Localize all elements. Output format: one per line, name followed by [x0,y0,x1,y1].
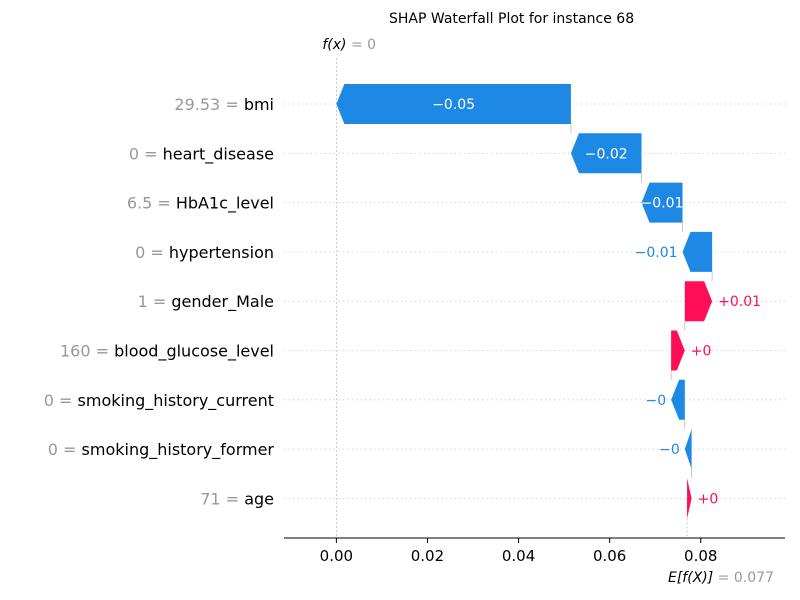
reference-lines [335,58,713,538]
feature-value: 0 = [44,391,78,410]
fx-label: f(x) = 0 [322,37,376,53]
bar-label-heart_disease: −0.02 [585,146,628,162]
feature-label-HbA1c_level: 6.5 = HbA1c_level [127,194,274,214]
feature-value: 71 = [200,489,244,508]
feature-value: 0 = [48,440,82,459]
feature-value: 1 = [138,292,172,311]
bar-label-blood_glucose_level: +0 [691,344,712,360]
x-axis: 0.00 0.02 0.04 0.06 0.08 E[f(X)] = 0.077 [284,537,785,586]
feature-label-age: 71 = age [200,489,274,508]
base-label-name: E[f(X)] [668,570,713,586]
bar-label-hypertension: −0.01 [635,245,678,261]
x-tick-label: 0.06 [593,547,626,565]
chart-title-text: SHAP Waterfall Plot for instance 68 [389,11,635,27]
feature-name: smoking_history_former [82,440,275,460]
feature-label-blood_glucose_level: 160 = blood_glucose_level [60,342,274,362]
feature-value: 0 = [129,144,163,163]
x-tick-label: 0.00 [320,547,353,565]
bar-heart_disease [570,133,642,174]
bar-blood_glucose_level [671,330,685,371]
feature-label-bmi: 29.53 = bmi [174,95,274,114]
bar-gender_Male [684,281,713,322]
bar-label-smoking_history_current: −0 [645,393,666,409]
feature-value: 29.53 = [174,95,243,114]
base-value-label: E[f(X)] = 0.077 [668,570,774,586]
feature-name: gender_Male [171,292,274,312]
bar-smoking_history_former [684,429,692,470]
feature-name: smoking_history_current [78,391,274,411]
feature-label-heart_disease: 0 = heart_disease [129,144,274,164]
fx-label-value: = 0 [347,37,377,53]
bars: −0.05 −0.02 −0.01 −0.01 +0.01 +0 −0 −0 +0 [336,84,761,519]
bar-age [687,478,692,519]
bar-label-HbA1c_level: −0.01 [641,196,684,212]
bar-hypertension [682,231,713,272]
bar-label-smoking_history_former: −0 [659,442,680,458]
bar-HbA1c_level [641,182,683,223]
bar-label-age: +0 [698,491,719,507]
bar-smoking_history_current [671,379,685,420]
feature-label-smoking_history_current: 0 = smoking_history_current [44,391,274,411]
feature-label-hypertension: 0 = hypertension [135,243,274,262]
bar-bmi [336,84,571,124]
feature-name: bmi [244,95,274,114]
x-tick-label: 0.02 [411,547,444,565]
feature-name: HbA1c_level [176,194,274,214]
bar-label-bmi: −0.05 [432,97,475,113]
feature-name: age [244,489,274,508]
feature-value: 6.5 = [127,194,176,213]
feature-labels: 29.53 = bmi 0 = heart_disease 6.5 = HbA1c_… [44,37,376,508]
x-tick-label: 0.04 [502,547,535,565]
feature-name: hypertension [169,243,274,262]
feature-name: heart_disease [163,144,274,164]
feature-label-gender_Male: 1 = gender_Male [138,292,274,312]
x-tick-label: 0.08 [684,547,717,565]
fx-label-name: f(x) [322,37,346,53]
feature-value: 0 = [135,243,169,262]
feature-value: 160 = [60,342,114,361]
base-label-value: = 0.077 [713,570,774,586]
feature-label-smoking_history_former: 0 = smoking_history_former [48,440,275,460]
bar-label-gender_Male: +0.01 [718,294,761,310]
feature-name: blood_glucose_level [114,342,274,362]
